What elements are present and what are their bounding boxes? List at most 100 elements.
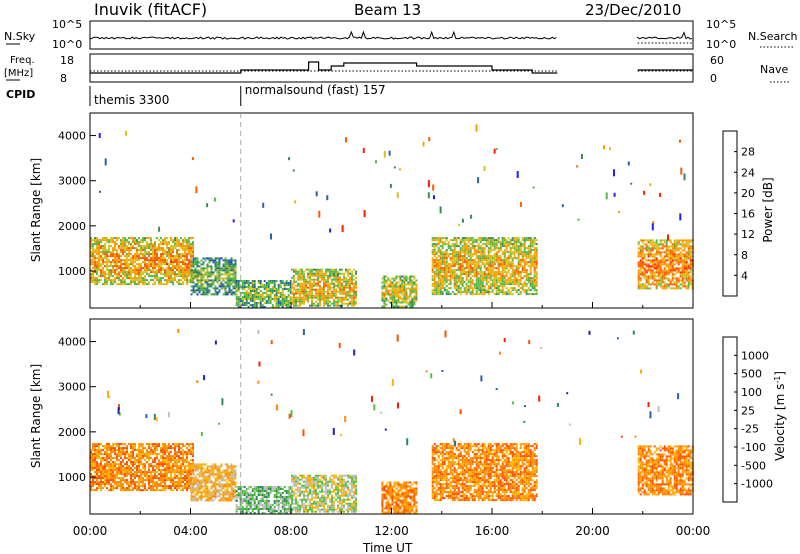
range-cell — [487, 271, 490, 274]
range-cell — [451, 255, 454, 258]
range-cell — [130, 453, 132, 456]
range-cell — [138, 465, 140, 468]
range-cell — [515, 257, 518, 260]
range-cell — [90, 277, 92, 280]
range-cell — [311, 300, 313, 303]
range-cell — [493, 293, 496, 296]
range-cell — [447, 275, 450, 278]
range-cell — [108, 279, 110, 282]
range-cell — [275, 300, 278, 302]
range-cell — [465, 285, 468, 288]
range-cell — [178, 279, 180, 282]
range-cell — [166, 261, 168, 264]
range-cell — [190, 289, 193, 292]
range-cell — [262, 202, 265, 208]
range-cell — [96, 257, 98, 260]
range-cell — [301, 296, 303, 299]
range-cell — [152, 445, 154, 448]
range-cell — [241, 284, 244, 286]
range-cell — [315, 300, 317, 303]
range-cell — [517, 237, 520, 240]
range-cell — [637, 279, 640, 282]
range-cell — [499, 263, 502, 266]
range-cell — [104, 247, 106, 250]
range-cell — [190, 293, 193, 296]
range-cell — [343, 296, 345, 299]
range-cell — [154, 445, 156, 448]
range-cell — [455, 237, 458, 240]
range-cell — [501, 243, 504, 246]
range-cell — [427, 192, 430, 199]
range-cell — [659, 247, 662, 250]
range-cell — [309, 270, 311, 273]
range-cell — [124, 457, 126, 460]
range-cell — [351, 272, 353, 275]
range-cell — [341, 286, 343, 289]
range-cell — [170, 489, 172, 492]
range-cell — [441, 247, 444, 250]
range-cell — [475, 291, 478, 294]
range-cell — [643, 277, 646, 280]
range-cell — [122, 449, 124, 452]
range-cell — [407, 297, 410, 300]
range-cell — [134, 273, 136, 276]
range-cell — [671, 273, 674, 276]
range-cell — [96, 281, 98, 284]
range-cell — [439, 287, 442, 290]
range-cell — [511, 257, 514, 260]
range-cell — [647, 253, 650, 256]
range-cell — [535, 261, 538, 264]
range-cell — [393, 299, 396, 302]
range-cell — [327, 294, 329, 297]
range-cell — [351, 290, 353, 293]
range-cell — [186, 243, 188, 246]
range-cell — [156, 485, 158, 488]
range-cell — [126, 253, 128, 256]
range-cell — [287, 282, 290, 284]
range-cell — [461, 269, 464, 272]
range-cell — [170, 469, 172, 472]
range-cell — [433, 281, 436, 284]
range-cell — [186, 279, 188, 282]
range-cell — [527, 239, 530, 242]
range-cell — [355, 296, 357, 299]
range-cell — [529, 245, 532, 248]
range-cell — [511, 267, 514, 270]
range-cell — [447, 287, 450, 290]
range-cell — [527, 261, 530, 264]
range-cell — [162, 463, 164, 466]
range-cell — [232, 269, 235, 272]
range-cell — [687, 245, 690, 248]
range-cell — [471, 253, 474, 256]
range-cell — [192, 269, 195, 272]
range-cell — [331, 292, 333, 295]
range-cell — [665, 239, 668, 242]
range-cell — [243, 296, 246, 298]
range-cell — [469, 253, 472, 256]
range-cell — [132, 281, 134, 284]
range-cell — [433, 245, 436, 248]
range-cell — [639, 265, 642, 268]
range-cell — [160, 271, 162, 274]
range-cell — [148, 457, 150, 460]
range-cell — [661, 251, 664, 254]
range-cell — [108, 277, 110, 280]
range-cell — [132, 247, 134, 250]
range-cell — [517, 245, 520, 248]
range-cell — [128, 271, 130, 274]
range-cell — [164, 459, 166, 462]
range-cell — [170, 259, 172, 262]
range-cell — [190, 259, 192, 262]
range-cell — [395, 301, 398, 304]
range-cell — [447, 247, 450, 250]
range-cell — [523, 267, 526, 270]
range-cell — [661, 273, 664, 276]
range-cell — [649, 259, 652, 262]
range-cell — [467, 261, 470, 264]
range-cell — [341, 300, 343, 303]
range-cell — [657, 261, 660, 264]
range-cell — [142, 267, 144, 270]
range-cell — [160, 243, 162, 246]
range-cell — [154, 245, 156, 248]
range-cell — [174, 239, 176, 242]
